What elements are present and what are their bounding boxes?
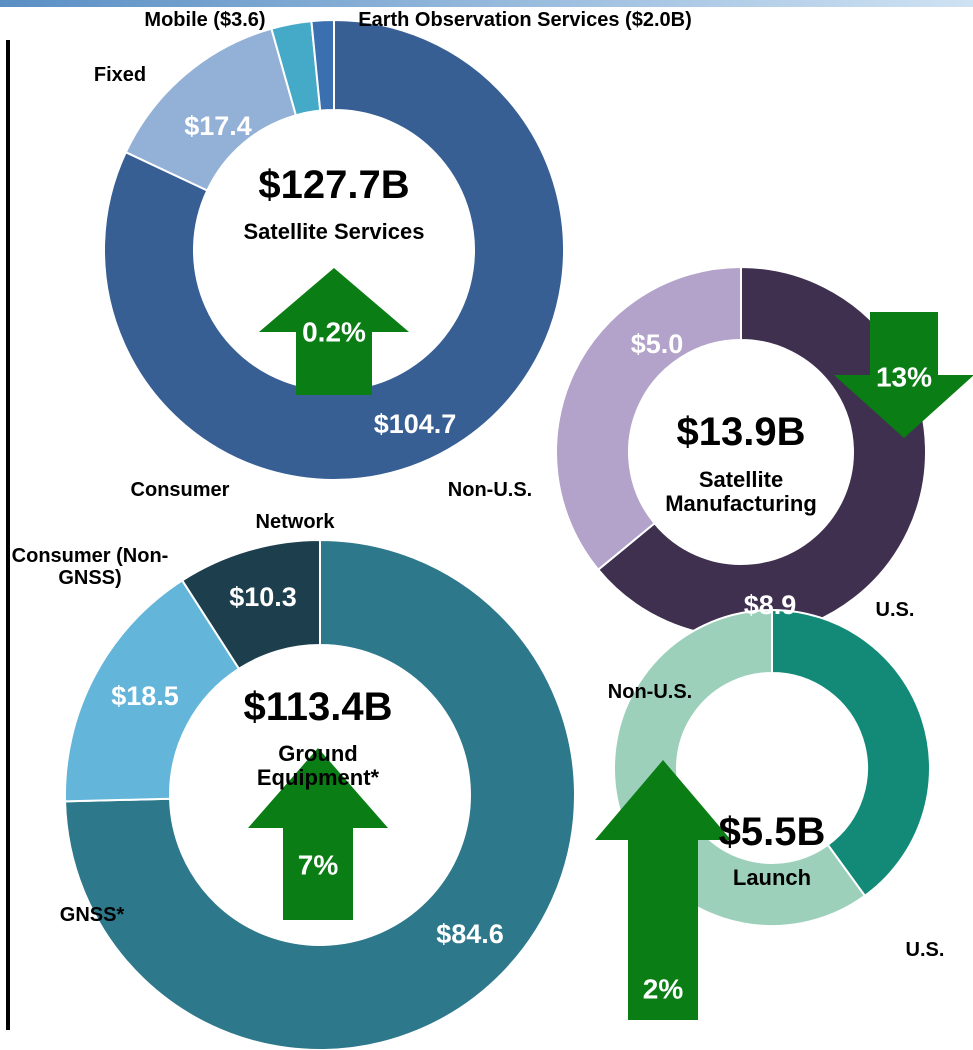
category-label: Consumer xyxy=(130,479,230,501)
value-label: $5.0 xyxy=(630,329,684,360)
category-label: U.S. xyxy=(875,599,915,621)
donut-subtitle: Launch xyxy=(732,864,812,890)
category-label: Non-U.S. xyxy=(447,479,533,501)
category-label: Earth Observation Services ($2.0B) xyxy=(358,9,692,31)
change-label: 0.2% xyxy=(302,316,366,348)
value-label: $3.3 xyxy=(693,729,747,760)
change-arrow xyxy=(259,268,409,395)
category-label: U.S. xyxy=(905,939,945,961)
value-label: $84.6 xyxy=(436,919,504,950)
banner xyxy=(0,0,973,7)
side-rule xyxy=(6,40,10,1030)
donut-segment xyxy=(180,538,321,671)
change-label: 13% xyxy=(875,361,933,393)
donut-total: $113.4B xyxy=(243,685,393,729)
donut-segment xyxy=(64,538,576,1050)
value-label: $18.5 xyxy=(111,681,179,712)
donut-segment xyxy=(310,18,335,112)
donut-total: $5.5B xyxy=(718,810,826,854)
value-label: $104.7 xyxy=(373,409,457,440)
category-label: GNSS* xyxy=(59,904,125,926)
value-label: $10.3 xyxy=(229,582,297,613)
donut-subtitle: Ground Equipment* xyxy=(256,740,380,790)
category-label: Mobile ($3.6) xyxy=(144,9,266,31)
category-label: Network xyxy=(255,511,335,533)
value-label: $17.4 xyxy=(184,111,252,142)
donut-segment xyxy=(102,18,565,481)
change-label: 7% xyxy=(297,849,339,881)
donut-segment xyxy=(771,608,931,898)
donut-total: $127.7B xyxy=(258,163,410,207)
value-label: $2.2 xyxy=(838,916,892,947)
donut-subtitle: Satellite Manufacturing xyxy=(665,466,817,516)
donut-subtitle: Satellite Services xyxy=(243,218,425,244)
change-label: 2% xyxy=(642,973,684,1005)
change-arrow xyxy=(248,748,388,920)
donut-segment xyxy=(555,265,742,572)
category-label: Consumer (Non-GNSS) xyxy=(11,545,169,589)
donut-total: $13.9B xyxy=(676,410,806,454)
category-label: Fixed xyxy=(93,64,147,86)
change-arrow xyxy=(595,760,731,1020)
value-label: $8.9 xyxy=(743,590,797,621)
change-arrow xyxy=(834,312,973,438)
category-label: Non-U.S. xyxy=(607,681,693,703)
